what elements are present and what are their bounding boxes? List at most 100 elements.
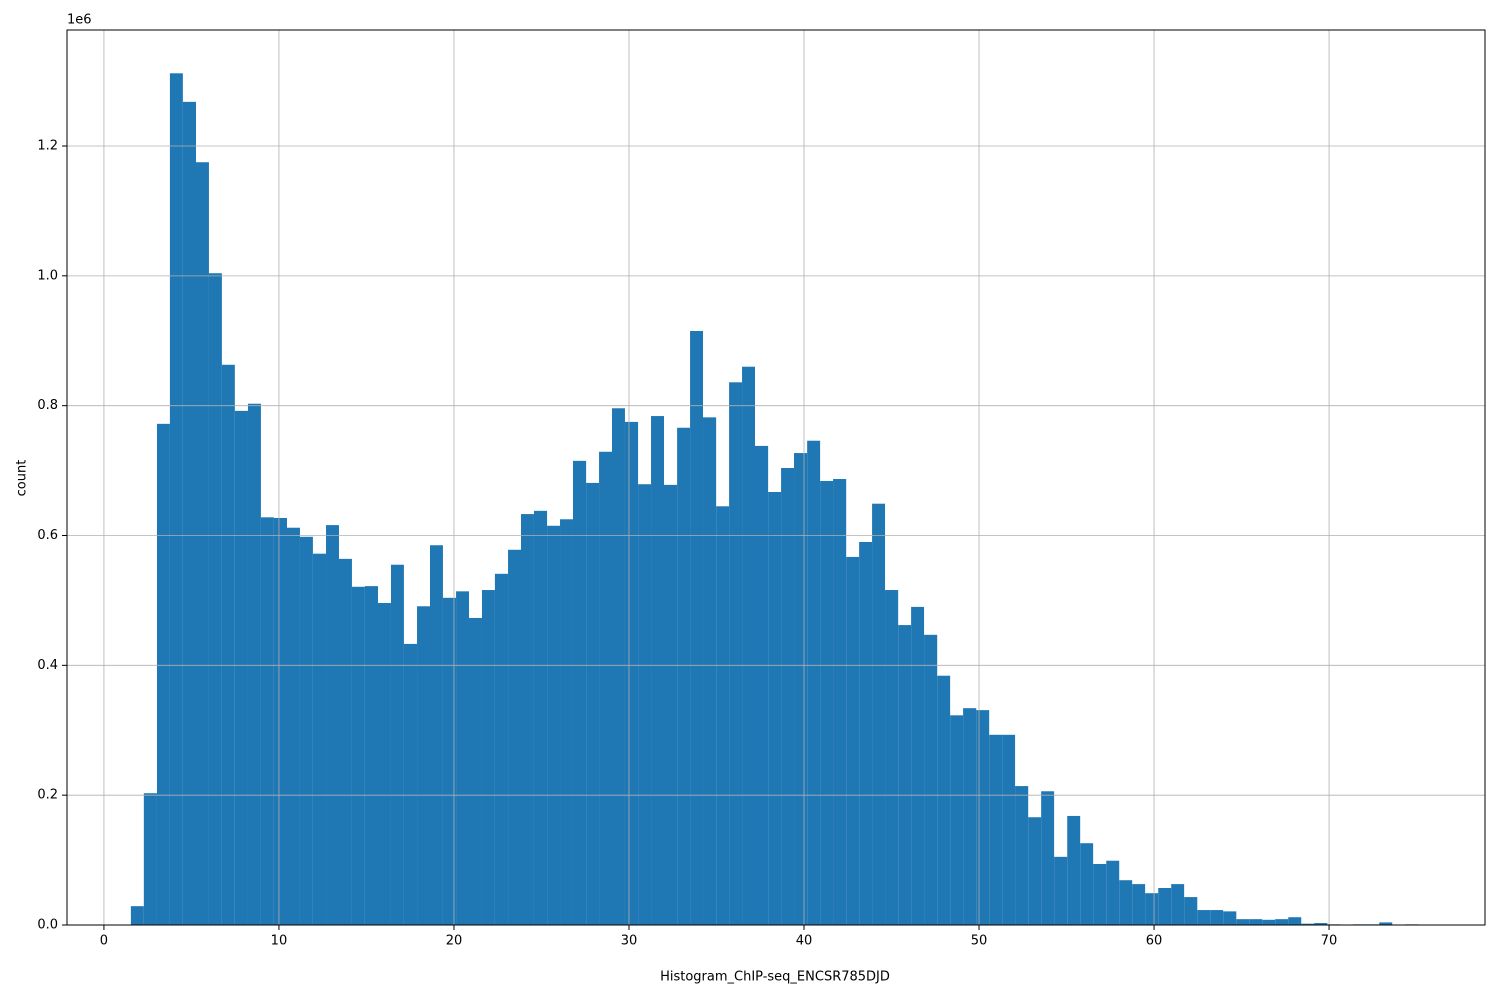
x-tick-label: 30 <box>621 934 638 949</box>
bar <box>169 73 183 925</box>
bar <box>1197 910 1211 925</box>
bar <box>417 606 430 925</box>
bar <box>182 101 196 926</box>
bar <box>520 514 534 925</box>
y-tick-label: 0.2 <box>37 788 58 803</box>
bar <box>560 519 573 925</box>
y-axis-label: count <box>15 460 30 497</box>
bar <box>638 484 652 925</box>
bar <box>976 710 990 925</box>
bar <box>937 675 951 925</box>
bar <box>599 451 613 925</box>
bar <box>663 484 678 925</box>
bar <box>299 536 313 925</box>
x-tick-label: 10 <box>271 934 288 949</box>
bar <box>1093 863 1107 925</box>
y-tick-label: 0.8 <box>37 398 58 413</box>
bar <box>1080 843 1094 925</box>
x-tick-label: 20 <box>446 934 463 949</box>
bar <box>403 643 418 925</box>
bar <box>703 417 717 925</box>
bar <box>143 793 157 925</box>
bar <box>1314 923 1328 925</box>
bar <box>1210 910 1224 925</box>
bar <box>326 525 339 925</box>
bar <box>1262 919 1276 925</box>
x-tick-label: 60 <box>1146 934 1163 949</box>
bar <box>1158 887 1172 925</box>
bar <box>1236 919 1250 925</box>
bar <box>378 603 391 925</box>
bar <box>429 545 443 925</box>
bar <box>950 715 964 925</box>
bar <box>794 453 808 925</box>
y-tick-label: 1.2 <box>37 139 58 154</box>
y-tick-label: 0.4 <box>37 658 58 673</box>
bar <box>338 558 352 925</box>
bar <box>208 273 222 925</box>
bar <box>1301 923 1315 925</box>
bar <box>364 586 379 925</box>
bar <box>260 517 274 925</box>
bar <box>1054 856 1068 925</box>
bar <box>924 634 938 925</box>
bar <box>833 479 847 925</box>
bar <box>898 625 912 925</box>
bar <box>911 606 925 925</box>
bar <box>156 423 170 925</box>
bar <box>481 590 495 925</box>
bar <box>195 162 209 925</box>
bar <box>781 467 795 925</box>
bar <box>351 586 365 925</box>
bar <box>1067 815 1081 925</box>
bar <box>572 460 587 925</box>
bar <box>1379 922 1393 925</box>
bar <box>494 573 509 925</box>
bar <box>1145 893 1159 925</box>
bar <box>312 553 327 925</box>
bar <box>677 427 691 925</box>
x-tick-label: 40 <box>796 934 813 949</box>
x-tick-label: 0 <box>100 934 108 949</box>
bar <box>286 527 300 925</box>
bar <box>1106 860 1120 925</box>
y-tick-label: 0.0 <box>37 918 58 933</box>
bar <box>586 482 600 925</box>
x-tick-label: 50 <box>971 934 988 949</box>
bar <box>807 440 821 925</box>
bar <box>963 708 977 925</box>
bar <box>1002 734 1016 925</box>
y-tick-label: 0.6 <box>37 528 58 543</box>
bar <box>1171 884 1185 925</box>
bar <box>754 445 769 925</box>
bar <box>508 549 521 925</box>
bar <box>273 517 287 925</box>
bar <box>846 556 860 925</box>
bar <box>1015 786 1029 925</box>
bar <box>390 564 404 925</box>
y-tick-label: 1.0 <box>37 268 58 283</box>
bar <box>1119 880 1133 925</box>
bar <box>456 591 470 925</box>
bar <box>716 506 730 925</box>
bar <box>1275 919 1289 925</box>
bar <box>859 541 873 925</box>
bar <box>729 382 743 925</box>
bar <box>885 590 899 925</box>
bar <box>442 597 457 925</box>
bar <box>651 416 664 925</box>
bar <box>247 403 261 925</box>
bar <box>612 408 625 925</box>
bar <box>820 480 834 925</box>
bar <box>1132 884 1146 925</box>
bar <box>1028 817 1042 925</box>
x-tick-label: 70 <box>1321 934 1338 949</box>
bar <box>1249 919 1263 925</box>
bar <box>1223 911 1237 925</box>
bar <box>221 364 235 926</box>
bar <box>469 617 482 925</box>
bar <box>1184 897 1198 925</box>
bar <box>547 525 561 925</box>
bar <box>234 410 248 925</box>
